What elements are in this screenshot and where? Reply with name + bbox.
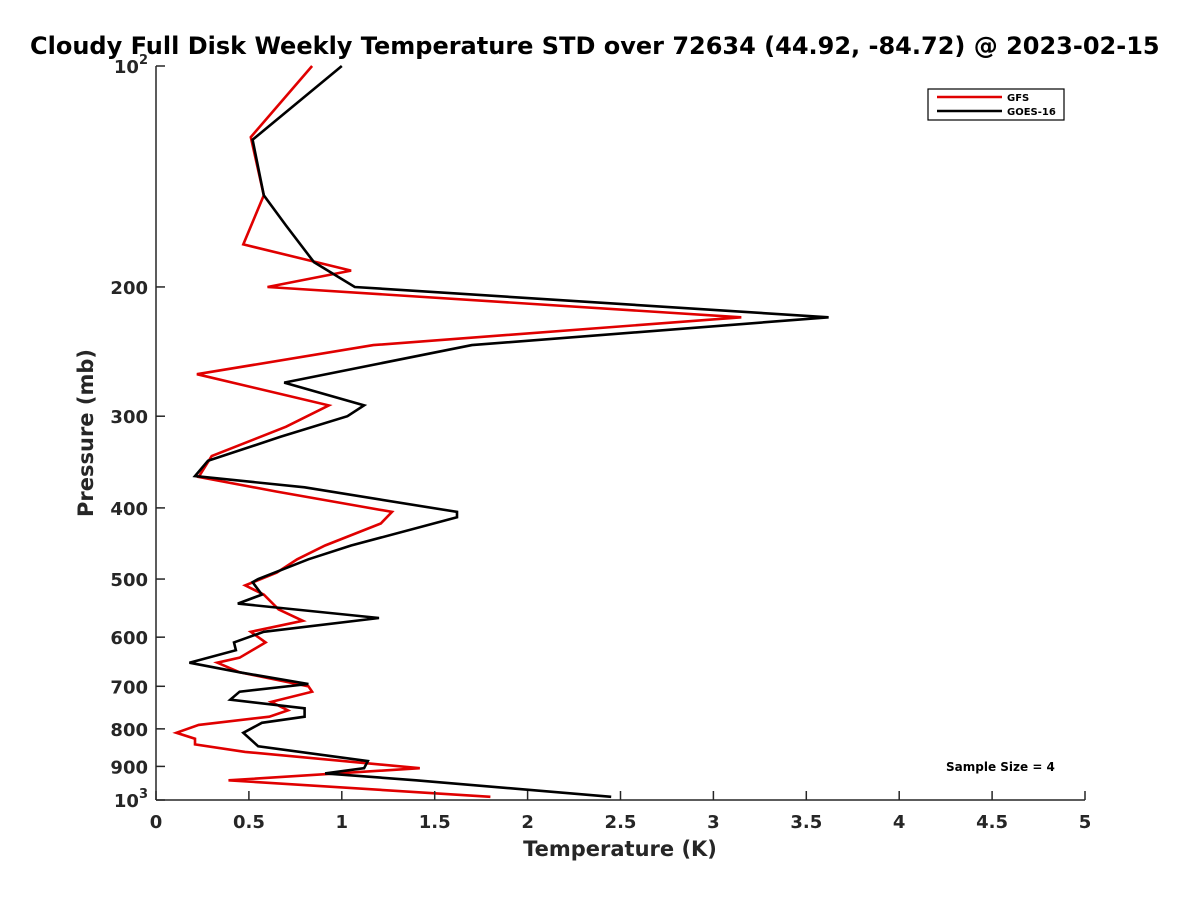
x-axis-label: Temperature (K) bbox=[523, 837, 717, 861]
legend: GFS GOES-16 bbox=[927, 88, 1065, 121]
x-tick-label: 5 bbox=[1079, 812, 1092, 833]
y-tick-label: 700 bbox=[110, 677, 148, 698]
x-tick-label: 1.5 bbox=[419, 812, 451, 833]
y-tick-label: 800 bbox=[110, 720, 148, 741]
series-layer bbox=[172, 64, 829, 799]
y-tick-label: 200 bbox=[110, 278, 148, 299]
x-tick-label: 2.5 bbox=[605, 812, 637, 833]
y-tick-label: 103 bbox=[114, 787, 148, 812]
series-line-gfs bbox=[172, 65, 742, 799]
x-tick-label: 4 bbox=[893, 812, 906, 833]
y-axis-label: Pressure (mb) bbox=[74, 349, 98, 517]
y-tick-label: 900 bbox=[110, 757, 148, 778]
chart-title: Cloudy Full Disk Weekly Temperature STD … bbox=[30, 32, 1160, 60]
x-tick-label: 0.5 bbox=[233, 812, 265, 833]
x-tick-label: 3.5 bbox=[790, 812, 822, 833]
legend-box bbox=[927, 88, 1065, 121]
x-tick-label: 0 bbox=[150, 812, 163, 833]
sample-size-annotation: Sample Size = 4 bbox=[946, 760, 1055, 774]
x-tick-label: 3 bbox=[707, 812, 720, 833]
x-tick-label: 2 bbox=[521, 812, 534, 833]
y-tick-label: 500 bbox=[110, 570, 148, 591]
y-tick-label: 102 bbox=[114, 53, 148, 78]
y-tick-label: 300 bbox=[110, 407, 148, 428]
legend-label-goes-16: GOES-16 bbox=[1007, 107, 1056, 118]
axes: 0 0.5 1 1.5 2 2.5 3 3.5 4 4.5 5 102 200 300 400 500 600 7… bbox=[110, 53, 1091, 833]
y-tick-label: 600 bbox=[110, 628, 148, 649]
y-tick-label: 400 bbox=[110, 499, 148, 520]
series-line-goes-16 bbox=[189, 64, 829, 799]
x-tick-label: 1 bbox=[336, 812, 349, 833]
legend-label-gfs: GFS bbox=[1007, 93, 1029, 104]
x-tick-label: 4.5 bbox=[976, 812, 1008, 833]
